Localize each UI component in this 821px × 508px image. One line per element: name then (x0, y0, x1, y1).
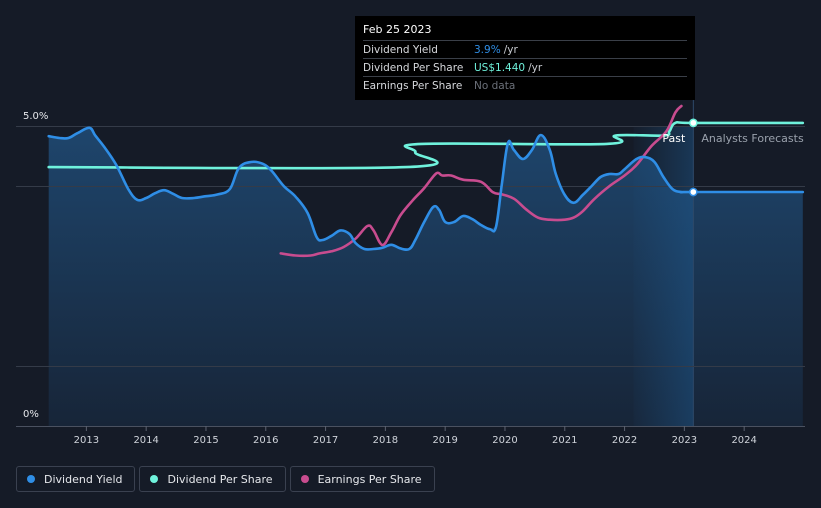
x-tick-label: 2013 (74, 435, 99, 446)
tooltip-value: US$1.440 (474, 61, 526, 74)
forecast-band (633, 126, 694, 426)
tooltip-value: No data (474, 79, 516, 92)
x-tick-label: 2021 (552, 435, 577, 446)
forecast-label: Analysts Forecasts (701, 132, 804, 145)
tooltip-unit: /yr (503, 43, 518, 56)
dividend-per-share-marker (688, 118, 698, 128)
x-tick-label: 2015 (193, 435, 218, 446)
legend-dot-icon (300, 475, 309, 483)
dividend-yield-marker (688, 187, 698, 197)
tooltip-label: Dividend Yield (363, 43, 438, 56)
legend-dividend-yield[interactable]: Dividend Yield (16, 466, 136, 492)
x-tick-label: 2018 (373, 435, 398, 446)
legend-earnings-per-share[interactable]: Earnings Per Share (289, 466, 435, 492)
legend-label: Dividend Yield (44, 472, 123, 486)
dividend-yield-line (47, 126, 805, 251)
tooltip-label: Dividend Per Share (363, 61, 464, 74)
x-tick-label: 2022 (612, 435, 637, 446)
legend-dividend-per-share[interactable]: Dividend Per Share (139, 466, 286, 492)
x-tick-label: 2024 (731, 435, 756, 446)
legend-label: Earnings Per Share (317, 472, 422, 486)
legend-label: Dividend Per Share (167, 472, 273, 486)
tooltip-row-dividend-yield: Dividend Yield 3.9% /yr (363, 40, 687, 58)
y-tick-label: 0% (23, 409, 39, 420)
tooltip-row-earnings-per-share: Earnings Per Share No data (363, 76, 687, 94)
x-tick-label: 2016 (253, 435, 278, 446)
tooltip-row-dividend-per-share: Dividend Per Share US$1.440 /yr (363, 58, 687, 76)
chart-tooltip: Feb 25 2023 Dividend Yield 3.9% /yr Divi… (355, 16, 695, 100)
chart-legend: Dividend Yield Dividend Per Share Earnin… (16, 466, 435, 492)
tooltip-value: 3.9% (474, 43, 501, 56)
tooltip-label: Earnings Per Share (363, 79, 463, 92)
legend-dot-icon (27, 475, 35, 483)
y-tick-label: 5.0% (23, 111, 48, 122)
dividend-yield-area (48, 127, 803, 427)
tooltip-date: Feb 25 2023 (363, 23, 432, 36)
x-tick-label: 2019 (432, 435, 457, 446)
legend-dot-icon (150, 475, 159, 483)
x-tick-label: 2017 (313, 435, 338, 446)
x-tick-label: 2023 (672, 435, 697, 446)
x-tick-label: 2020 (492, 435, 517, 446)
x-tick-label: 2014 (133, 435, 158, 446)
past-label: Past (662, 132, 686, 145)
dividend-per-share-line (47, 120, 805, 170)
tooltip-unit: /yr (528, 61, 543, 74)
